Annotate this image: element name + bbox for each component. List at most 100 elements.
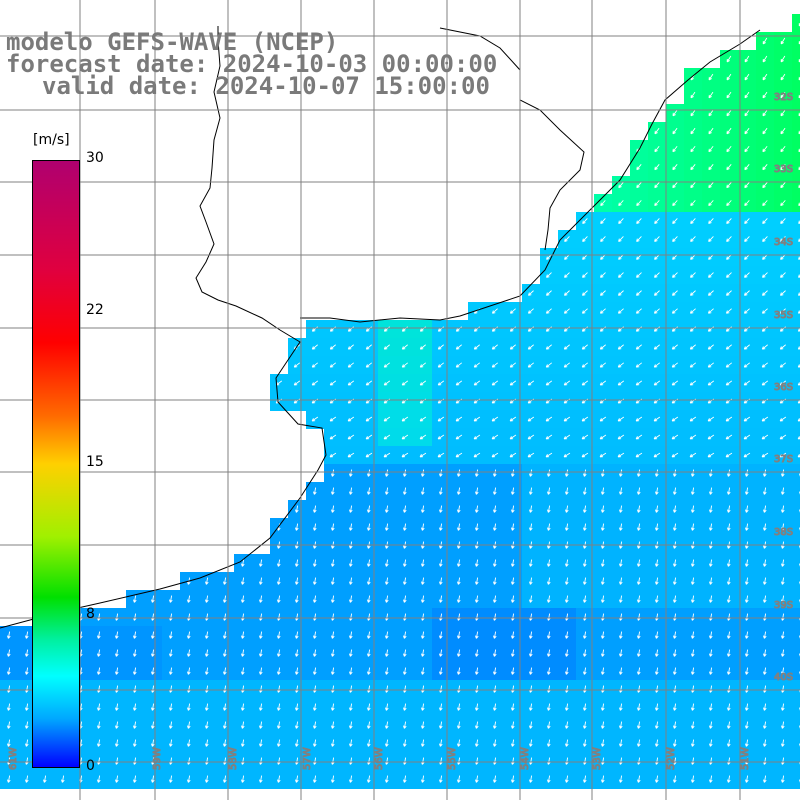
wind-arrow: [97, 631, 101, 639]
wind-arrow: [762, 290, 768, 296]
wind-cell: [432, 464, 451, 483]
longitude-label: 59W: [152, 747, 163, 770]
wind-arrow: [583, 703, 587, 711]
wind-cell: [738, 626, 757, 645]
wind-arrow: [347, 362, 355, 368]
wind-cell: [414, 572, 433, 591]
wind-arrow: [635, 326, 642, 332]
wind-arrow: [563, 326, 570, 332]
longitude-label: 58W: [228, 747, 239, 770]
wind-cell: [648, 122, 667, 141]
wind-arrow: [421, 649, 425, 657]
model-title: modelo GEFS-WAVE (NCEP): [6, 28, 339, 56]
wind-arrow: [583, 523, 587, 531]
wind-cell: [576, 644, 595, 663]
wind-cell: [792, 338, 800, 357]
wind-arrow: [511, 505, 515, 513]
wind-cell: [702, 122, 721, 141]
wind-cell: [720, 518, 739, 537]
wind-arrow: [690, 200, 696, 207]
wind-arrow: [61, 775, 65, 783]
wind-cell: [792, 302, 800, 321]
wind-arrow: [439, 739, 443, 747]
wind-cell: [630, 212, 649, 231]
wind-cell: [306, 338, 325, 357]
wind-arrow: [637, 703, 641, 711]
wind-cell: [774, 194, 793, 213]
wind-arrow: [547, 703, 551, 711]
wind-arrow: [745, 703, 749, 711]
wind-arrow: [601, 523, 605, 531]
wind-arrow: [725, 344, 732, 350]
wind-cell: [648, 266, 667, 285]
wind-arrow: [563, 434, 571, 440]
wind-cell: [666, 482, 685, 501]
wind-arrow: [529, 739, 533, 747]
wind-cell: [342, 662, 361, 681]
wind-arrow: [601, 559, 605, 567]
wind-cell: [360, 518, 379, 537]
wind-arrow: [205, 649, 209, 657]
wind-arrow: [671, 362, 679, 368]
wind-arrow: [707, 452, 715, 458]
wind-arrow: [493, 631, 497, 639]
wind-arrow: [583, 505, 587, 513]
wind-cell: [522, 374, 541, 393]
wind-cell: [396, 734, 415, 753]
wind-cell: [378, 518, 397, 537]
wind-arrow: [727, 505, 731, 513]
wind-cell: [792, 50, 800, 69]
wind-cell: [612, 464, 631, 483]
wind-cell: [306, 626, 325, 645]
wind-cell: [468, 392, 487, 411]
wind-arrow: [636, 272, 642, 278]
wind-cell: [522, 464, 541, 483]
wind-arrow: [619, 631, 623, 639]
wind-arrow: [617, 326, 624, 332]
wind-cell: [216, 716, 235, 735]
wind-arrow: [385, 523, 389, 531]
wind-cell: [414, 698, 433, 717]
wind-cell: [756, 374, 775, 393]
wind-arrow: [726, 290, 732, 296]
wind-arrow: [637, 631, 641, 639]
wind-cell: [738, 464, 757, 483]
wind-cell: [720, 320, 739, 339]
wind-cell: [288, 734, 307, 753]
wind-cell: [666, 158, 685, 177]
wind-cell: [180, 770, 199, 789]
wind-cell: [378, 500, 397, 519]
wind-cell: [540, 644, 559, 663]
wind-arrow: [601, 631, 605, 639]
wind-cell: [738, 194, 757, 213]
wind-cell: [648, 356, 667, 375]
wind-cell: [144, 734, 163, 753]
wind-arrow: [564, 290, 570, 296]
wind-cell: [540, 500, 559, 519]
wind-arrow: [762, 182, 768, 189]
wind-cell: [630, 230, 649, 249]
latitude-label: 32S: [774, 92, 793, 103]
wind-cell: [720, 500, 739, 519]
wind-cell: [504, 410, 523, 429]
wind-arrow: [527, 380, 535, 386]
wind-cell: [558, 338, 577, 357]
wind-arrow: [583, 631, 587, 639]
wind-cell: [612, 770, 631, 789]
wind-arrow: [708, 290, 714, 296]
wind-arrow: [781, 505, 785, 513]
wind-cell: [288, 698, 307, 717]
wind-arrow: [761, 416, 769, 422]
wind-cell: [378, 770, 397, 789]
wind-cell: [90, 716, 109, 735]
wind-cell: [504, 626, 523, 645]
wind-cell: [360, 320, 379, 339]
wind-cell: [216, 626, 235, 645]
wind-cell: [540, 266, 559, 285]
wind-cell: [468, 734, 487, 753]
wind-arrow: [311, 416, 319, 422]
wind-cell: [144, 644, 163, 663]
wind-arrow: [547, 739, 551, 747]
wind-arrow: [421, 577, 425, 585]
wind-arrow: [313, 595, 317, 603]
